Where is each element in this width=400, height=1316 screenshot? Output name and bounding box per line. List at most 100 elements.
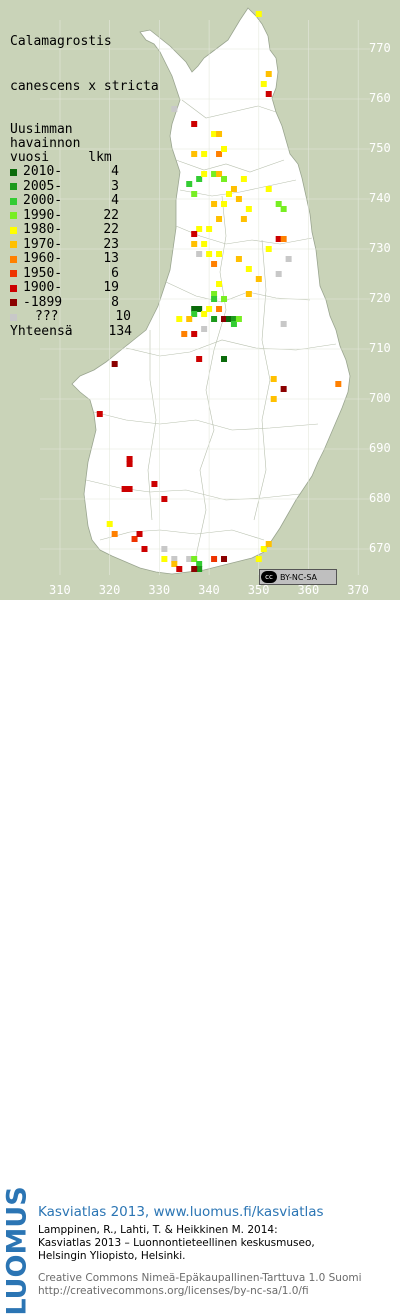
legend-count: 23 xyxy=(103,236,119,252)
legend-count: 22 xyxy=(103,207,119,223)
luomus-logo: LUOMUS xyxy=(2,1186,33,1315)
observation-marker xyxy=(196,306,203,312)
observation-marker xyxy=(206,306,213,312)
observation-marker xyxy=(240,176,247,182)
license-text: Creative Commons Nimeä-Epäkaupallinen-Ta… xyxy=(38,1272,362,1298)
observation-marker xyxy=(260,81,267,87)
legend-label: 1980- xyxy=(23,222,63,238)
observation-marker xyxy=(230,321,237,327)
grid-lines xyxy=(40,20,370,575)
y-axis-tick-label: 710 xyxy=(369,341,391,355)
observation-marker xyxy=(211,291,218,297)
y-axis-tick-label: 720 xyxy=(369,291,391,305)
legend-swatch xyxy=(10,241,17,249)
legend-swatch xyxy=(10,270,17,278)
observation-marker xyxy=(216,151,223,157)
observation-marker xyxy=(196,176,203,182)
distribution-map: Calamagrostis canescens x stricta Uusimm… xyxy=(0,0,400,600)
legend-label: 1900- xyxy=(23,280,63,296)
observation-marker xyxy=(106,521,113,527)
observation-marker xyxy=(186,556,193,562)
x-axis-tick-label: 360 xyxy=(297,583,320,597)
legend-label: 2005- xyxy=(23,178,63,194)
y-axis-tick-label: 740 xyxy=(369,191,391,205)
observation-markers xyxy=(96,11,342,572)
observation-marker xyxy=(176,316,183,322)
legend-label: 2010- xyxy=(23,164,63,180)
x-axis-tick-label: 320 xyxy=(98,583,121,597)
map-legend: Uusimman havainnon vuosi lkm 2010- 4 2005-… xyxy=(10,123,132,340)
observation-marker xyxy=(186,316,193,322)
observation-marker xyxy=(235,196,242,202)
observation-marker xyxy=(191,306,198,312)
citation: Lamppinen, R., Lahti, T. & Heikkinen M. … xyxy=(38,1224,315,1263)
observation-marker xyxy=(221,556,228,562)
observation-marker xyxy=(216,281,223,287)
x-axis-tick-label: 330 xyxy=(148,583,171,597)
observation-marker xyxy=(161,556,168,562)
observation-marker xyxy=(211,316,218,322)
kasviatlas-link[interactable]: Kasviatlas 2013, www.luomus.fi/kasviatla… xyxy=(38,1204,324,1220)
legend-swatch xyxy=(10,197,17,205)
legend-entry: 1990- 22 xyxy=(10,207,132,224)
legend-count: 4 xyxy=(111,193,119,209)
footer: LUOMUS Kasviatlas 2013, www.luomus.fi/ka… xyxy=(0,600,400,1316)
observation-marker xyxy=(126,486,133,492)
legend-label: ??? xyxy=(35,309,59,325)
legend-count: 13 xyxy=(103,251,119,267)
observation-marker xyxy=(196,561,203,567)
observation-marker xyxy=(191,566,198,572)
observation-marker xyxy=(216,306,223,312)
observation-marker xyxy=(201,241,208,247)
legend-swatch xyxy=(10,284,17,292)
cc-license-badge[interactable]: cc BY-NC-SA xyxy=(259,569,337,585)
legend-header-2: havainnon xyxy=(10,136,81,151)
observation-marker xyxy=(335,381,342,387)
observation-marker xyxy=(206,251,213,257)
legend-swatch xyxy=(10,255,17,263)
legend-label: 1950- xyxy=(23,265,63,281)
legend-count: 6 xyxy=(111,265,119,281)
observation-marker xyxy=(221,356,228,362)
observation-marker xyxy=(141,546,148,552)
observation-marker xyxy=(285,256,292,262)
y-axis-tick-label: 690 xyxy=(369,441,391,455)
legend-entry: 2010- 4 xyxy=(10,165,132,180)
observation-marker xyxy=(161,496,168,502)
legend-entry: ??? 10 xyxy=(10,310,132,325)
citation-line-1: Lamppinen, R., Lahti, T. & Heikkinen M. … xyxy=(38,1224,278,1236)
observation-marker xyxy=(216,131,223,137)
observation-marker xyxy=(191,241,198,247)
legend-count: 22 xyxy=(103,222,119,238)
observation-marker xyxy=(255,556,262,562)
observation-marker xyxy=(245,266,252,272)
legend-entry: 1950- 6 xyxy=(10,265,132,282)
observation-marker xyxy=(265,186,272,192)
observation-marker xyxy=(206,226,213,232)
observation-marker xyxy=(235,316,242,322)
observation-marker xyxy=(176,566,183,572)
legend-label: 1970- xyxy=(23,236,63,252)
license-link[interactable]: http://creativecommons.org/licenses/by-n… xyxy=(38,1285,309,1297)
observation-marker xyxy=(240,216,247,222)
y-axis-tick-label: 680 xyxy=(369,491,391,505)
observation-marker xyxy=(191,331,198,337)
observation-marker xyxy=(275,201,282,207)
observation-marker xyxy=(191,311,198,317)
observation-marker xyxy=(191,151,198,157)
observation-marker xyxy=(265,71,272,77)
observation-marker xyxy=(225,191,232,197)
observation-marker xyxy=(221,296,228,302)
observation-marker xyxy=(216,251,223,257)
x-axis-tick-label: 350 xyxy=(247,583,270,597)
observation-marker xyxy=(151,481,158,487)
observation-marker xyxy=(221,176,228,182)
legend-entry: 1970- 23 xyxy=(10,236,132,253)
observation-marker xyxy=(111,531,118,537)
observation-marker xyxy=(280,236,287,242)
license-line-1: Creative Commons Nimeä-Epäkaupallinen-Ta… xyxy=(38,1272,362,1284)
observation-marker xyxy=(191,231,198,237)
observation-marker xyxy=(211,171,218,177)
observation-marker xyxy=(201,171,208,177)
legend-swatch xyxy=(10,212,17,220)
